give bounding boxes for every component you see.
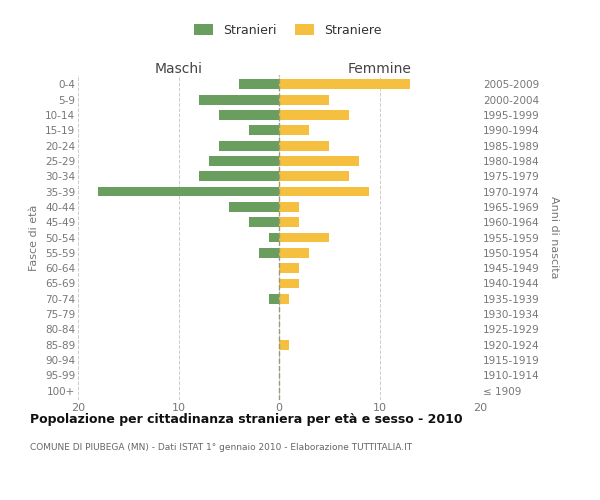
Bar <box>279 232 329 242</box>
Bar <box>249 217 279 227</box>
Y-axis label: Fasce di età: Fasce di età <box>29 204 40 270</box>
Y-axis label: Anni di nascita: Anni di nascita <box>549 196 559 279</box>
Bar <box>218 110 279 120</box>
Bar <box>279 202 299 212</box>
Bar <box>279 79 410 89</box>
Bar <box>279 278 299 288</box>
Bar <box>279 171 349 181</box>
Bar <box>279 340 289 350</box>
Bar <box>229 202 279 212</box>
Legend: Stranieri, Straniere: Stranieri, Straniere <box>190 18 386 42</box>
Bar <box>259 248 279 258</box>
Bar <box>218 140 279 150</box>
Bar <box>279 94 329 104</box>
Bar <box>209 156 279 166</box>
Bar <box>279 110 349 120</box>
Bar <box>279 125 309 135</box>
Bar <box>269 232 279 242</box>
Bar <box>98 186 279 196</box>
Text: COMUNE DI PIUBEGA (MN) - Dati ISTAT 1° gennaio 2010 - Elaborazione TUTTITALIA.IT: COMUNE DI PIUBEGA (MN) - Dati ISTAT 1° g… <box>30 442 412 452</box>
Bar <box>279 140 329 150</box>
Text: Maschi: Maschi <box>155 62 203 76</box>
Text: Femmine: Femmine <box>347 62 412 76</box>
Bar <box>279 156 359 166</box>
Bar <box>279 217 299 227</box>
Bar <box>199 94 279 104</box>
Bar <box>279 186 370 196</box>
Bar <box>239 79 279 89</box>
Bar <box>269 294 279 304</box>
Bar <box>249 125 279 135</box>
Bar <box>199 171 279 181</box>
Text: Popolazione per cittadinanza straniera per età e sesso - 2010: Popolazione per cittadinanza straniera p… <box>30 412 463 426</box>
Bar <box>279 294 289 304</box>
Bar <box>279 263 299 273</box>
Bar <box>279 248 309 258</box>
